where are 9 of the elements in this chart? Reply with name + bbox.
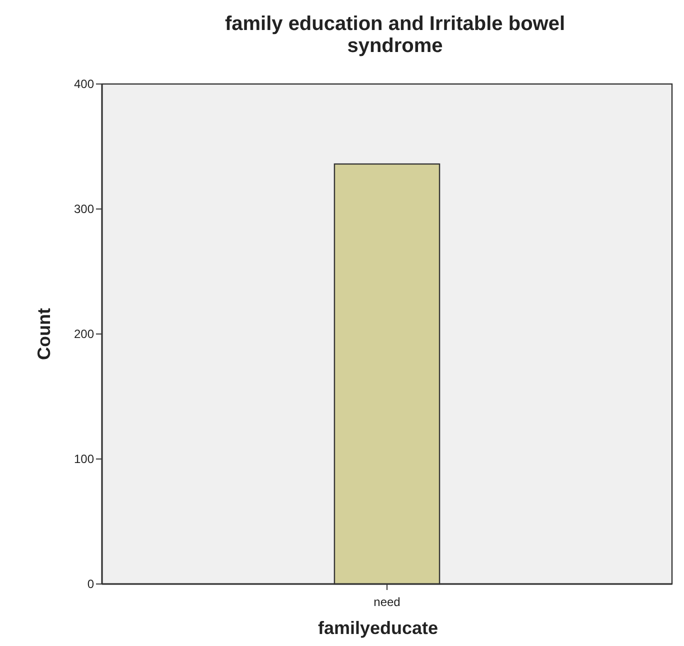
y-axis-title: Count [34,308,54,360]
chart-title: family education and Irritable bowel syndrome [224,13,566,57]
y-tick-label: 100 [74,452,94,466]
x-axis-title: familyeducate [318,618,438,638]
y-tick-label: 200 [74,327,94,342]
x-tick-label: need [374,595,400,609]
y-tick-label: 0 [87,577,94,592]
y-tick-label: 400 [74,77,94,92]
y-tick-label: 300 [74,202,94,216]
